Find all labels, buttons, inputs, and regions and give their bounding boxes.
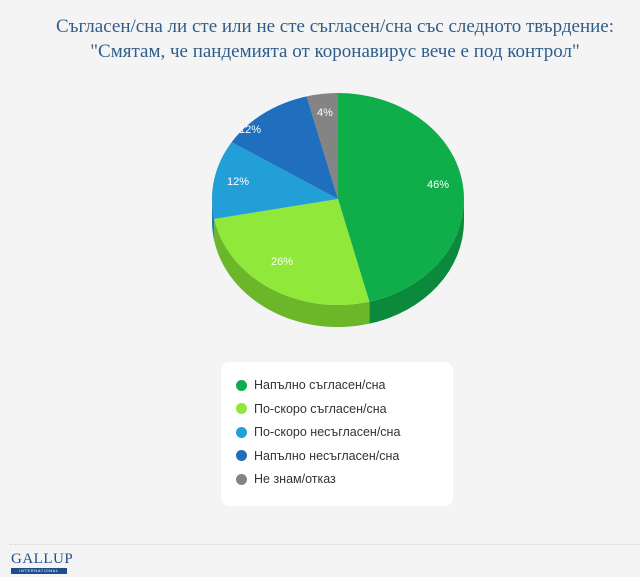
legend-item[interactable]: Напълно съгласен/сна	[236, 376, 385, 394]
pie-slice-3[interactable]	[231, 96, 338, 199]
gallup-logo: GALLUP INTERNATIONAL	[11, 551, 74, 574]
pie-slice-label-1: 26%	[271, 256, 293, 268]
legend-label: Не знам/отказ	[254, 472, 336, 486]
legend-dot-icon	[236, 403, 247, 414]
legend-dot-icon	[236, 426, 247, 438]
pie-side-0	[369, 199, 464, 324]
legend-item[interactable]: По-скоро несъгласен/сна	[236, 423, 400, 441]
legend-label: По-скоро несъгласен/сна	[254, 425, 401, 439]
gallup-logo-text: GALLUP	[11, 551, 74, 567]
legend-dot-icon	[236, 379, 247, 391]
pie-slice-label-4: 4%	[317, 107, 333, 119]
legend-item[interactable]: Не знам/отказ	[236, 470, 336, 488]
pie-slice-label-2: 12%	[227, 176, 249, 188]
legend-item[interactable]: Напълно несъгласен/сна	[236, 447, 399, 465]
legend-label: По-скоро съгласен/сна	[254, 401, 387, 416]
pie-slice-2[interactable]	[212, 142, 338, 219]
pie-slice-label-0: 46%	[427, 179, 449, 191]
chart-title-line-2: "Смятам, че пандемията от коронавирус ве…	[90, 41, 580, 62]
gallup-logo-subtitle: INTERNATIONAL	[11, 568, 67, 574]
legend-label: Напълно съгласен/сна	[254, 378, 386, 392]
chart-title-line-1: Съгласен/сна ли сте или не сте съгласен/…	[55, 16, 614, 37]
footer-divider	[10, 544, 640, 545]
pie-slice-label-3: 12%	[239, 124, 261, 136]
pie-sides	[212, 199, 464, 328]
chart-legend: Напълно съгласен/сна По-скоро съгласен/сн…	[221, 362, 453, 506]
pie-slice-1[interactable]	[214, 199, 370, 306]
legend-dot-icon	[236, 450, 247, 461]
legend-dot-icon	[236, 473, 247, 485]
pie-side-1	[214, 218, 370, 328]
legend-label: Напълно несъгласен/сна	[254, 448, 400, 463]
pie-slice-0[interactable]	[338, 93, 465, 302]
pie-slice-4[interactable]	[306, 93, 338, 199]
pie-side-2	[212, 199, 215, 241]
legend-item[interactable]: По-скоро съгласен/сна	[236, 400, 387, 418]
